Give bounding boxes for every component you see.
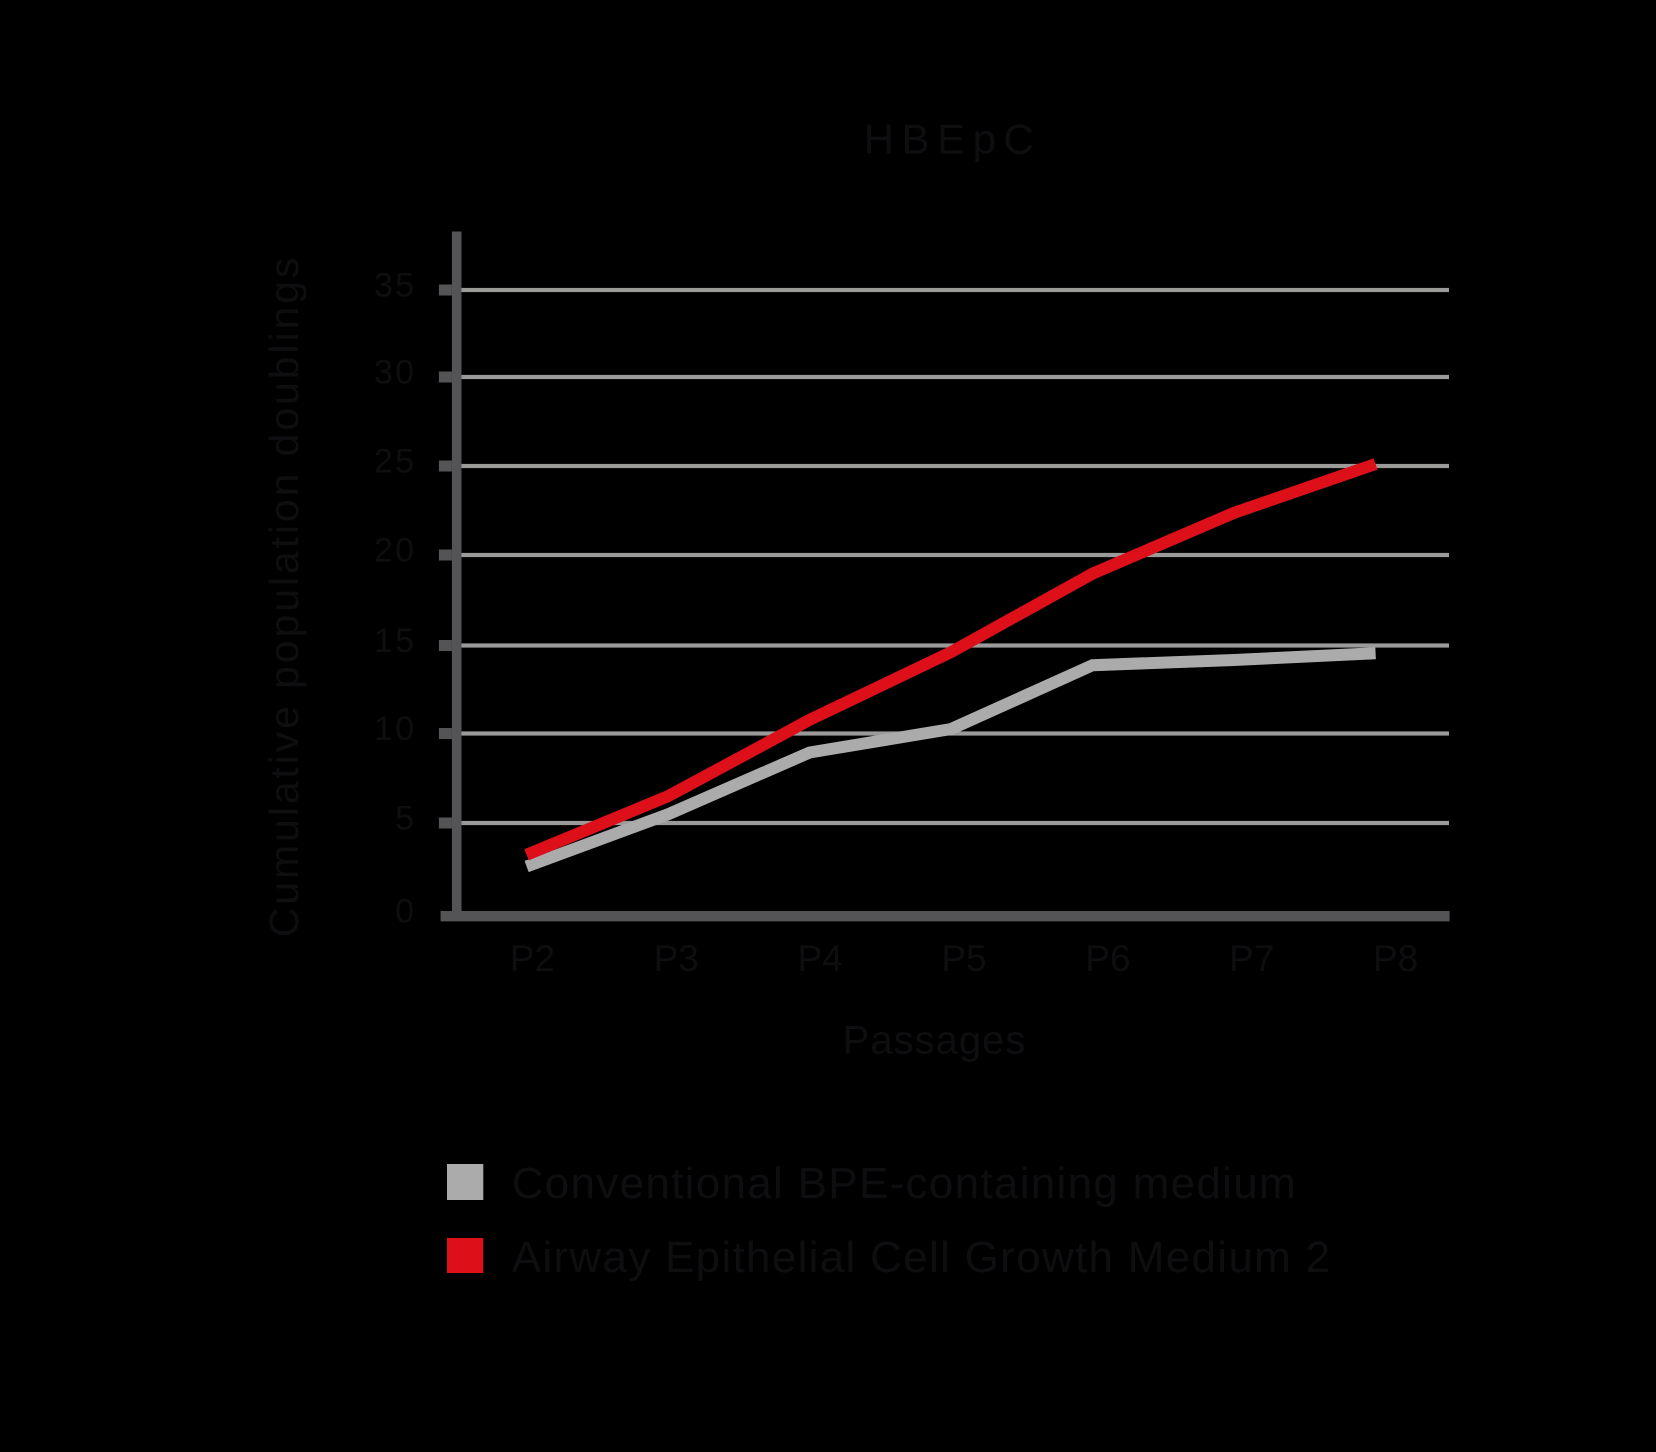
svg-text:P2: P2 bbox=[510, 938, 555, 979]
svg-text:P3: P3 bbox=[654, 938, 699, 979]
svg-text:P7: P7 bbox=[1229, 938, 1274, 979]
svg-text:Airway Epithelial Cell Growth: Airway Epithelial Cell Growth Medium 2 bbox=[512, 1233, 1332, 1282]
svg-text:HBEpC: HBEpC bbox=[864, 116, 1042, 163]
svg-text:0: 0 bbox=[395, 893, 416, 931]
svg-text:15: 15 bbox=[374, 622, 416, 660]
svg-text:5: 5 bbox=[395, 799, 416, 837]
svg-text:Cumulative population doubling: Cumulative population doublings bbox=[261, 255, 307, 938]
svg-text:P4: P4 bbox=[797, 938, 842, 979]
svg-text:P5: P5 bbox=[941, 938, 986, 979]
svg-text:10: 10 bbox=[374, 710, 416, 748]
svg-text:Passages: Passages bbox=[843, 1019, 1027, 1063]
svg-text:P6: P6 bbox=[1085, 938, 1130, 979]
svg-text:P8: P8 bbox=[1373, 938, 1418, 979]
svg-text:Conventional BPE-containing me: Conventional BPE-containing medium bbox=[512, 1159, 1297, 1208]
svg-text:35: 35 bbox=[374, 266, 416, 304]
svg-text:30: 30 bbox=[374, 353, 416, 391]
svg-text:25: 25 bbox=[374, 442, 416, 480]
svg-text:20: 20 bbox=[374, 531, 416, 569]
